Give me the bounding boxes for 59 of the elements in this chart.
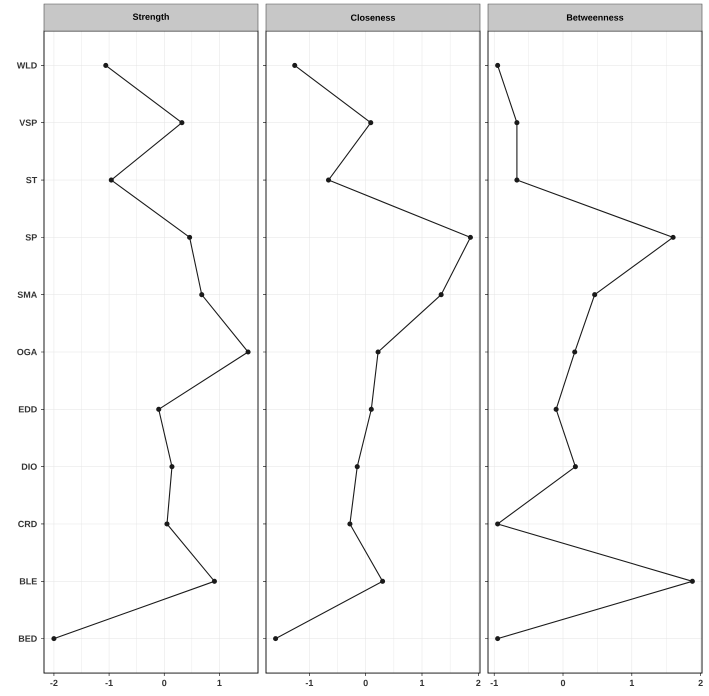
- x-tick-label: 1: [420, 680, 424, 686]
- x-tick-label: 0: [364, 680, 368, 686]
- point: [514, 178, 520, 183]
- x-tick-label: 1: [630, 680, 634, 686]
- x-tick-label: 2: [698, 680, 703, 686]
- point: [179, 120, 184, 126]
- point: [199, 292, 204, 298]
- point: [514, 120, 520, 126]
- point: [554, 406, 559, 412]
- y-tick-label: ST: [26, 176, 38, 184]
- x-tick-label: 0: [162, 680, 166, 686]
- point: [326, 178, 332, 183]
- y-tick-label: VSP: [19, 120, 37, 126]
- y-tick-label: CRD: [18, 520, 37, 528]
- point: [164, 521, 170, 527]
- point: [212, 578, 217, 584]
- point: [670, 234, 676, 240]
- point: [347, 521, 352, 527]
- x-tick-label: -2: [50, 680, 58, 686]
- x-tick-label: -1: [306, 680, 314, 686]
- point: [187, 234, 192, 240]
- point: [690, 578, 695, 584]
- x-tick-label: 1: [217, 680, 222, 686]
- point: [169, 464, 175, 470]
- point: [376, 349, 381, 355]
- point: [103, 62, 108, 68]
- point: [572, 464, 578, 470]
- point: [592, 292, 598, 298]
- point: [495, 521, 500, 527]
- chart-title: Betweenness: [566, 14, 624, 21]
- point: [368, 120, 374, 126]
- point: [380, 578, 386, 584]
- x-tick-label: 2: [476, 680, 480, 686]
- point: [495, 636, 500, 642]
- point: [246, 349, 251, 355]
- point: [438, 292, 444, 298]
- y-tick-label: BLE: [20, 578, 37, 584]
- point: [354, 464, 360, 470]
- y-tick-label: OGA: [17, 348, 37, 356]
- y-tick-label: WLD: [16, 62, 37, 68]
- point: [292, 62, 298, 68]
- x-tick-label: -1: [105, 680, 113, 686]
- chart-title: Closeness: [350, 14, 396, 21]
- point: [572, 349, 578, 355]
- point: [108, 178, 114, 183]
- x-tick-label: -1: [490, 680, 498, 686]
- x-tick-label: 0: [560, 680, 566, 686]
- y-tick-label: SP: [26, 234, 37, 241]
- point: [468, 234, 473, 240]
- point: [495, 62, 500, 68]
- point: [156, 406, 162, 412]
- y-tick-label: EDD: [18, 406, 37, 412]
- point: [368, 406, 374, 412]
- point: [273, 636, 278, 642]
- chart-title: Strength: [132, 13, 169, 22]
- point: [51, 636, 56, 642]
- y-tick-label: DIO: [22, 463, 37, 470]
- y-tick-label: SMA: [18, 292, 37, 298]
- y-tick-label: BED: [18, 636, 37, 642]
